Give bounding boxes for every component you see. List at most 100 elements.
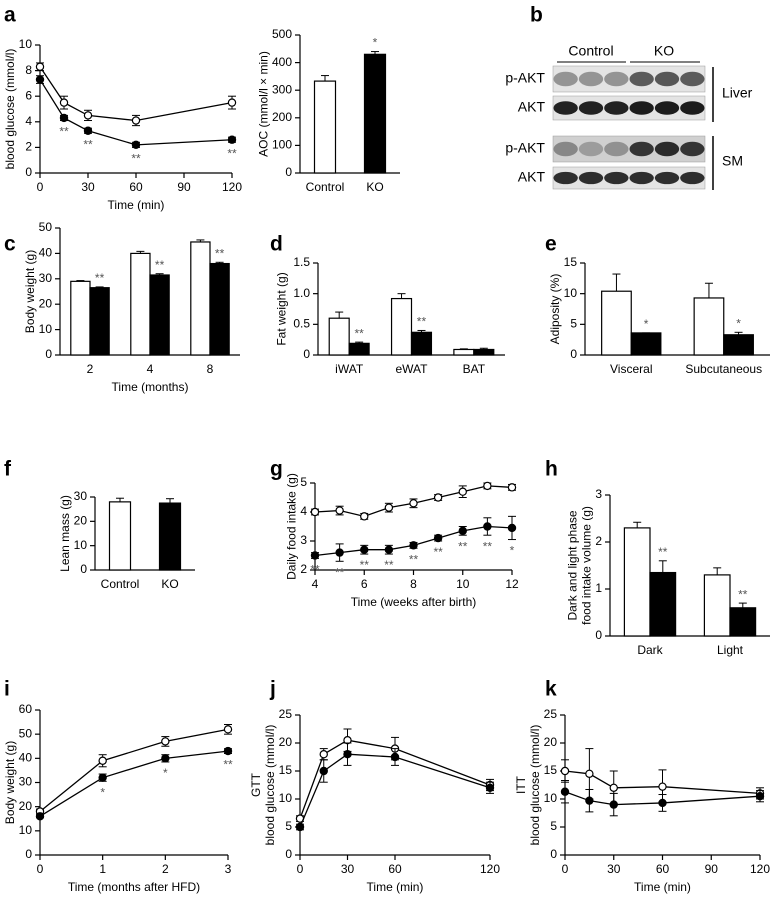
data-point xyxy=(458,526,467,536)
bar xyxy=(410,331,433,356)
y-axis-label: food intake volume (g) xyxy=(580,506,594,625)
y-tick-label: 40 xyxy=(19,751,33,765)
data-point xyxy=(83,111,93,120)
blot-group-label: Control xyxy=(568,43,613,59)
panel-label: k xyxy=(545,678,557,701)
x-tick-label: Dark xyxy=(637,643,663,657)
x-tick-label: 120 xyxy=(222,180,242,194)
blot-band xyxy=(654,141,680,157)
y-tick-label: 10 xyxy=(19,823,33,837)
y-tick-label: 60 xyxy=(19,702,33,716)
significance: ** xyxy=(59,125,69,139)
x-tick-label: 30 xyxy=(81,180,95,194)
y-tick-label: 0 xyxy=(550,847,557,861)
y-tick-label: 0 xyxy=(570,347,577,361)
x-tick-label: 3 xyxy=(225,862,232,876)
y-tick-label: 100 xyxy=(272,138,292,152)
y-tick-label: 10 xyxy=(19,37,33,51)
bar xyxy=(390,297,413,356)
y-tick-label: 0 xyxy=(303,347,310,361)
y-axis-label: Fat weight (g) xyxy=(275,272,289,345)
x-tick-label: 0 xyxy=(297,862,304,876)
data-point xyxy=(98,756,107,765)
x-tick-label: 90 xyxy=(705,862,719,876)
significance: * xyxy=(510,544,515,558)
blot-band xyxy=(680,171,705,185)
y-tick-label: 0.5 xyxy=(293,317,310,331)
y-tick-label: 25 xyxy=(279,707,293,721)
blot-row-label: p-AKT xyxy=(505,140,545,156)
blot-band xyxy=(578,171,604,185)
blot-band xyxy=(604,141,629,157)
data-point xyxy=(585,769,594,779)
data-point xyxy=(35,62,45,71)
significance: ** xyxy=(360,558,370,572)
x-tick-label: KO xyxy=(161,577,178,591)
significance: ** xyxy=(354,326,364,340)
x-tick-label: 0 xyxy=(37,180,44,194)
data-point xyxy=(360,512,369,521)
y-tick-label: 30 xyxy=(19,775,33,789)
series-line xyxy=(39,79,233,146)
x-tick-label: 60 xyxy=(656,862,670,876)
x-tick-label: 60 xyxy=(388,862,402,876)
y-tick-label: 5 xyxy=(300,475,307,489)
y-tick-label: 2 xyxy=(25,140,32,154)
x-tick-label: Control xyxy=(101,577,140,591)
y-tick-label: 20 xyxy=(39,296,53,310)
y-axis-label: ITT xyxy=(514,775,528,794)
y-tick-label: 2 xyxy=(595,534,602,548)
bar xyxy=(693,297,725,356)
y-axis-label: Adiposity (%) xyxy=(548,274,562,345)
y-tick-label: 15 xyxy=(564,255,578,269)
x-axis-label: Time (min) xyxy=(634,880,691,894)
x-tick-label: 60 xyxy=(129,180,143,194)
data-point xyxy=(35,75,45,84)
y-tick-label: 5 xyxy=(550,819,557,833)
x-tick-label: 0 xyxy=(37,862,44,876)
y-tick-label: 10 xyxy=(39,322,53,336)
data-point xyxy=(59,98,69,107)
data-point xyxy=(507,483,517,492)
series-line xyxy=(39,728,229,813)
bar xyxy=(623,527,651,637)
y-tick-label: 15 xyxy=(544,763,558,777)
blot-band xyxy=(553,141,578,157)
y-tick-label: 25 xyxy=(544,707,558,721)
x-tick-label: 0 xyxy=(562,862,569,876)
data-point xyxy=(507,523,517,533)
blot-band xyxy=(629,141,654,157)
data-point xyxy=(335,506,344,515)
x-tick-label: KO xyxy=(366,180,383,194)
y-axis-label: ITT xyxy=(0,99,3,118)
blot-band xyxy=(578,101,604,115)
y-tick-label: 0 xyxy=(25,847,32,861)
y-axis-label: AOC (mmol/l × min) xyxy=(257,51,271,157)
bar xyxy=(108,501,132,571)
panel-label: g xyxy=(270,458,283,481)
blot-row-label: p-AKT xyxy=(505,70,545,86)
data-point xyxy=(98,773,107,782)
data-point xyxy=(433,533,443,543)
x-tick-label: 2 xyxy=(87,362,94,376)
data-point xyxy=(360,545,369,554)
significance: ** xyxy=(483,539,493,553)
y-tick-label: 50 xyxy=(19,726,33,740)
bar xyxy=(363,53,387,174)
significance: ** xyxy=(131,152,141,166)
y-tick-label: 4 xyxy=(300,504,307,518)
y-axis-label: Dark and light phase xyxy=(566,510,580,620)
blot-band xyxy=(654,71,680,87)
y-axis-label: Lean mass (g) xyxy=(58,495,72,572)
blot-band xyxy=(553,71,578,87)
data-point xyxy=(319,750,328,759)
bar xyxy=(649,571,677,637)
x-axis-label: Time (min) xyxy=(367,880,424,894)
data-point xyxy=(295,822,305,832)
x-tick-label: 120 xyxy=(750,862,770,876)
blot-band xyxy=(654,101,680,115)
bar xyxy=(723,334,754,356)
y-tick-label: 0 xyxy=(285,165,292,179)
significance: * xyxy=(100,785,105,799)
